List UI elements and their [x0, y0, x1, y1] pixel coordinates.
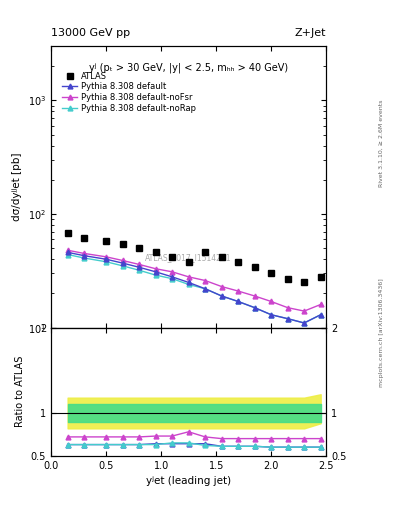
- Pythia 8.308 default: [65, 249, 70, 255]
- Pythia 8.308 default-noRap: [302, 320, 307, 326]
- Pythia 8.308 default: [153, 269, 158, 275]
- Pythia 8.308 default-noRap: [104, 259, 108, 265]
- ATLAS: [186, 259, 191, 265]
- Pythia 8.308 default-noFsr: [170, 269, 174, 275]
- Text: ATLAS_2017_I1514251: ATLAS_2017_I1514251: [145, 253, 232, 262]
- ATLAS: [170, 254, 174, 260]
- ATLAS: [252, 264, 257, 270]
- Pythia 8.308 default-noFsr: [186, 274, 191, 280]
- ATLAS: [219, 254, 224, 260]
- Pythia 8.308 default-noRap: [65, 251, 70, 258]
- Pythia 8.308 default: [269, 312, 274, 318]
- Pythia 8.308 default-noRap: [285, 315, 290, 322]
- Pythia 8.308 default-noRap: [252, 305, 257, 311]
- Pythia 8.308 default-noRap: [120, 263, 125, 269]
- Pythia 8.308 default-noRap: [318, 312, 323, 318]
- ATLAS: [153, 249, 158, 255]
- Pythia 8.308 default: [137, 264, 141, 270]
- Pythia 8.308 default: [170, 274, 174, 280]
- ATLAS: [137, 245, 141, 251]
- Pythia 8.308 default: [186, 280, 191, 286]
- ATLAS: [285, 275, 290, 282]
- Pythia 8.308 default-noRap: [82, 255, 86, 261]
- Pythia 8.308 default: [318, 312, 323, 318]
- Pythia 8.308 default-noRap: [153, 272, 158, 278]
- Pythia 8.308 default-noFsr: [65, 247, 70, 253]
- Pythia 8.308 default-noFsr: [252, 293, 257, 299]
- ATLAS: [104, 238, 108, 244]
- Pythia 8.308 default-noFsr: [203, 278, 208, 284]
- Line: ATLAS: ATLAS: [64, 230, 324, 286]
- ATLAS: [318, 274, 323, 280]
- ATLAS: [203, 249, 208, 255]
- ATLAS: [236, 259, 241, 265]
- Pythia 8.308 default-noFsr: [236, 288, 241, 294]
- Pythia 8.308 default-noFsr: [104, 254, 108, 260]
- X-axis label: yʲet (leading jet): yʲet (leading jet): [146, 476, 231, 486]
- ATLAS: [82, 234, 86, 241]
- Pythia 8.308 default-noFsr: [269, 298, 274, 305]
- Y-axis label: dσ/dyʲʲet [pb]: dσ/dyʲʲet [pb]: [13, 153, 22, 221]
- Pythia 8.308 default-noFsr: [318, 302, 323, 308]
- Pythia 8.308 default-noFsr: [302, 308, 307, 314]
- Line: Pythia 8.308 default-noFsr: Pythia 8.308 default-noFsr: [65, 248, 323, 313]
- Pythia 8.308 default-noRap: [219, 293, 224, 299]
- Y-axis label: Ratio to ATLAS: Ratio to ATLAS: [15, 356, 25, 428]
- Pythia 8.308 default-noRap: [186, 282, 191, 288]
- Pythia 8.308 default-noRap: [137, 267, 141, 273]
- Line: Pythia 8.308 default: Pythia 8.308 default: [65, 250, 323, 326]
- ATLAS: [302, 280, 307, 286]
- Pythia 8.308 default-noRap: [269, 312, 274, 318]
- Legend: ATLAS, Pythia 8.308 default, Pythia 8.308 default-noFsr, Pythia 8.308 default-no: ATLAS, Pythia 8.308 default, Pythia 8.30…: [61, 70, 197, 114]
- Pythia 8.308 default: [203, 286, 208, 292]
- Pythia 8.308 default-noRap: [170, 275, 174, 282]
- Text: 13000 GeV pp: 13000 GeV pp: [51, 28, 130, 38]
- Pythia 8.308 default: [252, 305, 257, 311]
- Pythia 8.308 default: [120, 260, 125, 266]
- Pythia 8.308 default-noRap: [236, 298, 241, 305]
- Pythia 8.308 default: [219, 293, 224, 299]
- Pythia 8.308 default-noFsr: [137, 261, 141, 267]
- Pythia 8.308 default-noRap: [203, 286, 208, 292]
- Pythia 8.308 default-noFsr: [153, 266, 158, 272]
- Pythia 8.308 default: [82, 252, 86, 259]
- Pythia 8.308 default: [302, 320, 307, 326]
- Pythia 8.308 default-noFsr: [120, 258, 125, 264]
- Pythia 8.308 default: [285, 315, 290, 322]
- Text: Rivet 3.1.10, ≥ 2.6M events: Rivet 3.1.10, ≥ 2.6M events: [379, 100, 384, 187]
- ATLAS: [269, 270, 274, 276]
- Pythia 8.308 default-noFsr: [285, 305, 290, 311]
- ATLAS: [120, 241, 125, 247]
- Text: Z+Jet: Z+Jet: [295, 28, 326, 38]
- Text: mcplots.cern.ch [arXiv:1306.3436]: mcplots.cern.ch [arXiv:1306.3436]: [379, 279, 384, 387]
- Pythia 8.308 default: [104, 256, 108, 262]
- Pythia 8.308 default-noFsr: [82, 250, 86, 257]
- ATLAS: [65, 230, 70, 236]
- Pythia 8.308 default-noFsr: [219, 284, 224, 290]
- Pythia 8.308 default: [236, 298, 241, 305]
- Text: yʲ (pₜ > 30 GeV, |y| < 2.5, mₕₕ > 40 GeV): yʲ (pₜ > 30 GeV, |y| < 2.5, mₕₕ > 40 GeV…: [89, 63, 288, 74]
- Line: Pythia 8.308 default-noRap: Pythia 8.308 default-noRap: [65, 252, 323, 326]
